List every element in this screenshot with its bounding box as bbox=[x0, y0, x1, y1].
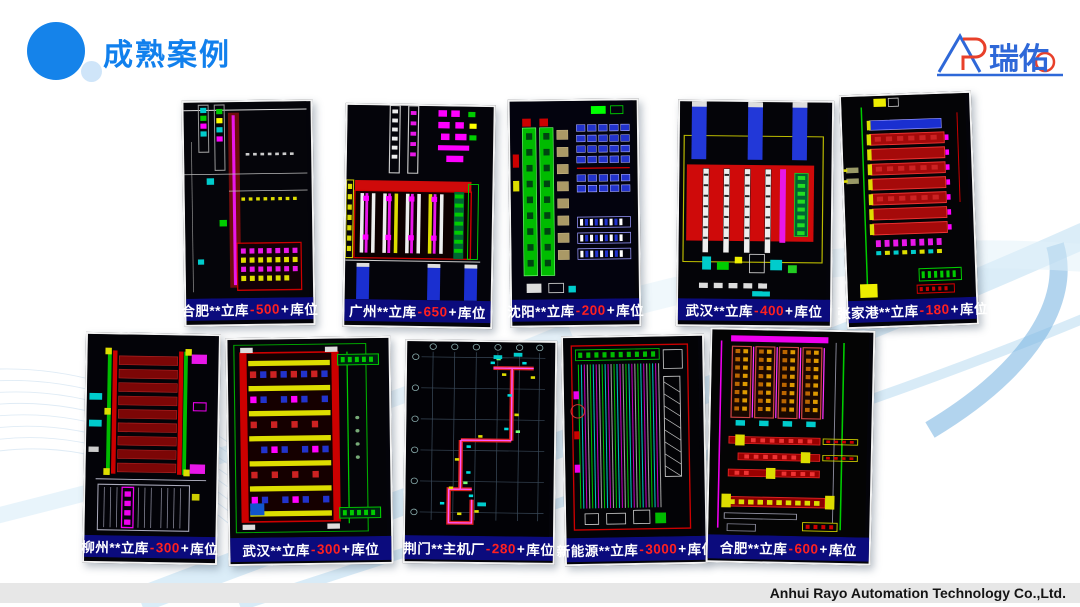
case-plus: + bbox=[448, 303, 458, 320]
case-name: 武汉**立库 bbox=[242, 543, 311, 559]
case-name: 合肥**立库 bbox=[719, 540, 788, 557]
case-name: 荆门**主机厂 bbox=[403, 541, 485, 558]
cad-drawing bbox=[404, 341, 552, 537]
case-plus: + bbox=[950, 300, 960, 317]
case-name: 合肥**立库 bbox=[181, 303, 250, 319]
case-dash: - bbox=[788, 540, 794, 556]
case-caption: 武汉**立库 -300 + 库位 bbox=[230, 535, 392, 563]
case-qty: 200 bbox=[581, 302, 606, 318]
case-unit: 库位 bbox=[828, 542, 857, 559]
case-card: 荆门**主机厂 -280 + 库位 bbox=[402, 339, 558, 565]
case-dash: - bbox=[417, 303, 423, 319]
case-caption: 合肥**立库 -600 + 库位 bbox=[707, 534, 870, 562]
case-caption: 武汉**立库 -400 + 库位 bbox=[677, 298, 831, 322]
case-qty: 650 bbox=[423, 303, 448, 319]
case-unit: 库位 bbox=[616, 303, 645, 319]
cad-drawing bbox=[841, 92, 973, 302]
case-unit: 库位 bbox=[351, 542, 380, 558]
case-dash: - bbox=[753, 302, 760, 318]
case-card: 合肥**立库 -600 + 库位 bbox=[705, 327, 876, 566]
case-qty: 300 bbox=[316, 541, 342, 557]
case-card: 柳州**立库 -300 + 库位 bbox=[81, 331, 222, 566]
case-plus: + bbox=[606, 302, 616, 318]
case-dash: - bbox=[249, 301, 255, 317]
case-plus: + bbox=[280, 300, 290, 317]
cad-drawing bbox=[509, 100, 636, 300]
cad-drawing bbox=[344, 104, 490, 302]
case-dash: - bbox=[575, 302, 581, 318]
case-name: 广州**立库 bbox=[348, 303, 417, 320]
case-plus: + bbox=[678, 540, 687, 556]
case-dash: - bbox=[919, 302, 925, 318]
case-qty: 280 bbox=[491, 540, 516, 556]
case-plus: + bbox=[341, 540, 351, 557]
case-unit: 库位 bbox=[526, 542, 555, 558]
case-unit: 库位 bbox=[457, 305, 487, 322]
page-title: 成熟案例 bbox=[103, 39, 231, 72]
case-card: 武汉**立库 -300 + 库位 bbox=[225, 335, 394, 567]
case-plus: + bbox=[784, 302, 794, 318]
title-bullet-small-circle bbox=[81, 61, 102, 82]
case-card: 张家港**立库 -180 + 库位 bbox=[837, 90, 988, 330]
case-plus: + bbox=[819, 541, 828, 557]
case-unit: 库位 bbox=[959, 301, 989, 318]
case-card: 新能源**立库 -3000 + 库位 bbox=[557, 333, 716, 567]
cad-drawing bbox=[227, 337, 388, 539]
case-caption: 张家港**立库 -180 + 库位 bbox=[837, 296, 988, 324]
case-card: 武汉**立库 -400 + 库位 bbox=[675, 99, 835, 328]
cad-drawing bbox=[708, 329, 870, 538]
case-unit: 库位 bbox=[190, 541, 219, 558]
case-caption: 合肥**立库 -500 + 库位 bbox=[181, 297, 318, 321]
case-dash: - bbox=[485, 540, 491, 556]
case-card: 合肥**立库 -500 + 库位 bbox=[181, 99, 318, 327]
case-qty: 600 bbox=[794, 540, 819, 557]
case-name: 武汉**立库 bbox=[685, 303, 754, 319]
company-logo-text: 瑞佑 bbox=[989, 43, 1049, 76]
cad-drawing bbox=[563, 335, 702, 539]
case-caption: 沈阳**立库 -200 + 库位 bbox=[507, 298, 644, 322]
footer-bar: Anhui Rayo Automation Technology Co.,Ltd… bbox=[0, 583, 1080, 603]
case-qty: 180 bbox=[925, 301, 950, 317]
case-qty: 3000 bbox=[645, 540, 678, 557]
case-name: 新能源**立库 bbox=[556, 542, 639, 560]
cad-drawing bbox=[84, 333, 215, 538]
cad-drawing bbox=[678, 101, 829, 300]
case-dash: - bbox=[149, 539, 155, 555]
case-qty: 300 bbox=[155, 539, 180, 556]
case-card: 沈阳**立库 -200 + 库位 bbox=[507, 98, 644, 328]
case-unit: 库位 bbox=[794, 304, 823, 320]
cad-drawing bbox=[183, 101, 310, 299]
case-name: 张家港**立库 bbox=[836, 303, 919, 322]
case-plus: + bbox=[516, 540, 526, 557]
case-card: 广州**立库 -650 + 库位 bbox=[342, 102, 496, 330]
case-caption: 新能源**立库 -3000 + 库位 bbox=[557, 535, 716, 563]
case-unit: 库位 bbox=[290, 302, 319, 318]
case-name: 沈阳**立库 bbox=[507, 304, 575, 320]
case-dash: - bbox=[310, 541, 317, 557]
case-plus: + bbox=[180, 540, 190, 556]
case-caption: 柳州**立库 -300 + 库位 bbox=[81, 534, 219, 560]
case-name: 柳州**立库 bbox=[81, 539, 149, 556]
company-logo: 瑞佑 bbox=[937, 32, 1063, 77]
company-name: Anhui Rayo Automation Technology Co.,Ltd… bbox=[769, 585, 1066, 601]
case-caption: 荆门**主机厂 -280 + 库位 bbox=[403, 535, 555, 561]
title-bullet-circle bbox=[27, 22, 85, 80]
case-qty: 400 bbox=[759, 302, 785, 318]
case-dash: - bbox=[639, 541, 645, 557]
case-qty: 500 bbox=[255, 301, 281, 317]
case-caption: 广州**立库 -650 + 库位 bbox=[344, 298, 491, 324]
